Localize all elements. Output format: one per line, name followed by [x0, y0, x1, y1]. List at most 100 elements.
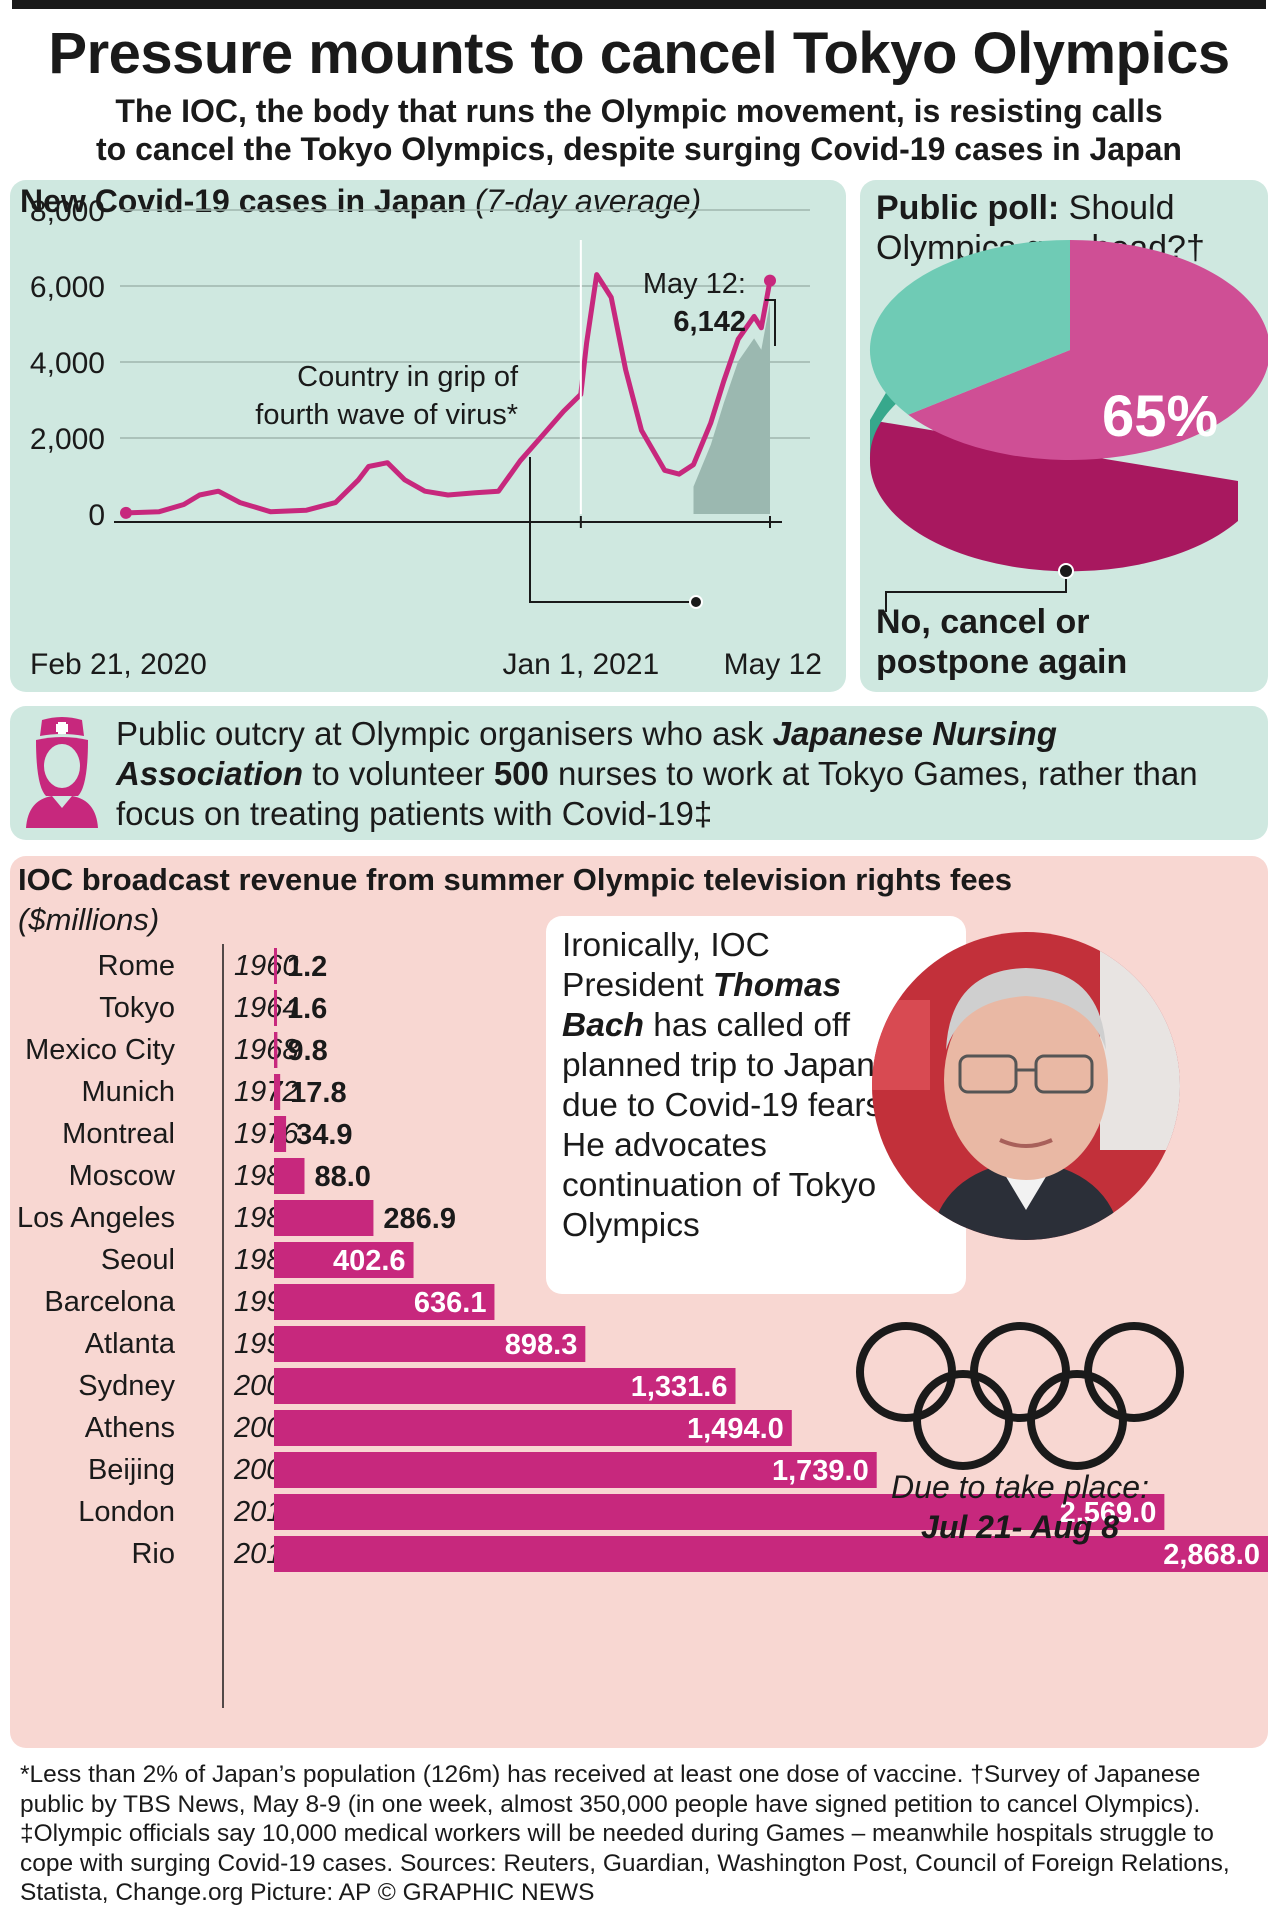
- covid-ytick-label: 0: [88, 499, 105, 532]
- covid-ytick-label: 6,000: [30, 271, 105, 304]
- bar-value-label: 2,868.0: [1163, 1539, 1260, 1571]
- olympics-dates: Due to take place: Jul 21- Aug 8: [891, 1469, 1149, 1545]
- nurse-text: Public outcry at Olympic organisers who …: [116, 715, 1198, 832]
- olympics-date-label: Due to take place:: [891, 1469, 1149, 1505]
- bar-value-label: 1,739.0: [772, 1455, 869, 1487]
- wave-bracket-dot: [689, 595, 703, 609]
- bar-year-label: 1972: [234, 1076, 299, 1108]
- revenue-bar: [274, 1242, 414, 1278]
- covid-gridlines: [120, 209, 810, 439]
- pie-depth-large: [869, 420, 1238, 572]
- bar-category-label: Rio: [131, 1538, 175, 1570]
- revenue-bar: [274, 1032, 278, 1068]
- covid-shaded-area: [693, 302, 770, 514]
- bar-category-label: Munich: [82, 1076, 176, 1108]
- bar-category-label: Los Angeles: [17, 1202, 175, 1234]
- revenue-unit: ($millions): [18, 902, 159, 937]
- subtitle-line-1: The IOC, the body that runs the Olympic …: [115, 93, 1163, 129]
- peak-annotation-label: May 12:: [643, 268, 746, 300]
- covid-chart-title: New Covid-19 cases in Japan (7-day avera…: [20, 183, 701, 219]
- page-title: Pressure mounts to cancel Tokyo Olympics: [48, 21, 1230, 86]
- bar-value-label: 286.9: [383, 1203, 456, 1235]
- peak-bracket: [765, 299, 776, 346]
- covid-ytick-label: 4,000: [30, 347, 105, 380]
- bar-value-label: 1,331.6: [631, 1371, 728, 1403]
- wave-bracket: [529, 457, 696, 603]
- pie-callout-dot: [1058, 563, 1074, 579]
- bar-category-label: Rome: [98, 950, 175, 982]
- bar-category-label: Mexico City: [25, 1034, 175, 1066]
- bar-value-label: 636.1: [414, 1287, 487, 1319]
- revenue-bar: [274, 1074, 281, 1110]
- poll-slice-label: No, cancel or postpone again: [876, 603, 1128, 681]
- poll-title: Public poll: Should Olympics go ahead?†: [876, 189, 1205, 267]
- nurse-icon: [26, 717, 98, 828]
- revenue-bar: [274, 990, 277, 1026]
- bar-value-label: 17.8: [290, 1077, 346, 1109]
- pie-callout-line: [885, 573, 1067, 612]
- revenue-bar-chart: IOC broadcast revenue from summer Olympi…: [17, 862, 1268, 1708]
- bar-value-label: 1.2: [287, 951, 327, 983]
- wave-annotation-line1: Country in grip of: [297, 361, 519, 393]
- pie-slice-go-ahead: [869, 240, 1070, 415]
- bar-category-label: Beijing: [88, 1454, 175, 1486]
- wave-annotation-line2: fourth wave of virus*: [255, 399, 518, 431]
- revenue-bar: [274, 1452, 877, 1488]
- revenue-bar: [274, 1326, 586, 1362]
- revenue-bar: [274, 1536, 1268, 1572]
- covid-x-tick-label: Feb 21, 2020: [30, 648, 207, 681]
- nurse-panel: [10, 706, 1268, 840]
- pie-slice-cancel: [908, 240, 1268, 460]
- revenue-bar: [274, 1410, 792, 1446]
- olympics-date-range: Jul 21- Aug 8: [921, 1509, 1119, 1545]
- covid-x-axis: Feb 21, 2020 Jan 1, 2021 May 12: [30, 240, 822, 681]
- revenue-bar: [274, 1284, 495, 1320]
- bar-category-label: Atlanta: [85, 1328, 176, 1360]
- bar-category-label: Seoul: [101, 1244, 175, 1276]
- bar-value-label: 402.6: [333, 1245, 406, 1277]
- bar-category-label: Moscow: [69, 1160, 176, 1192]
- footnote: *Less than 2% of Japan’s population (126…: [20, 1761, 1230, 1906]
- bar-value-label: 898.3: [505, 1329, 578, 1361]
- revenue-bar: [274, 1158, 305, 1194]
- covid-start-dot: [120, 506, 132, 519]
- revenue-bar: [274, 1368, 736, 1404]
- bar-value-label: 2,569.0: [1060, 1497, 1157, 1529]
- bar-year-label: 1964: [234, 992, 299, 1024]
- bar-category-label: Tokyo: [99, 992, 175, 1024]
- bar-category-label: Montreal: [62, 1118, 175, 1150]
- covid-x-tick-label: Jan 1, 2021: [502, 648, 659, 681]
- bar-value-label: 9.8: [287, 1035, 327, 1067]
- bar-category-label: Sydney: [78, 1370, 175, 1402]
- revenue-bar: [274, 1116, 287, 1152]
- covid-ytick-label: 8,000: [30, 195, 105, 228]
- revenue-title: IOC broadcast revenue from summer Olympi…: [18, 862, 1012, 897]
- covid-x-tick-label: May 12: [724, 648, 822, 681]
- bar-year-label: 1976: [234, 1118, 299, 1150]
- bar-year-label: 1960: [234, 950, 299, 982]
- revenue-bar: [274, 948, 277, 984]
- olympic-rings-icon: [856, 1322, 1184, 1470]
- bar-value-label: 88.0: [314, 1161, 370, 1193]
- covid-ytick-label: 2,000: [30, 423, 105, 456]
- bar-category-label: Athens: [85, 1412, 175, 1444]
- peak-annotation-value: 6,142: [673, 306, 746, 338]
- pie-percent-label: 65%: [1102, 384, 1218, 449]
- bach-callout-text: Ironically, IOC President Thomas Bach ha…: [562, 927, 892, 1244]
- covid-end-dot: [764, 274, 776, 287]
- revenue-bar: [274, 1494, 1165, 1530]
- bach-portrait-photo: [872, 932, 1180, 1240]
- covid-y-axis: 8,000 6,000 4,000 2,000 0: [30, 195, 105, 532]
- bar-value-label: 1.6: [287, 993, 327, 1025]
- bar-value-label: 1,494.0: [687, 1413, 784, 1445]
- bar-value-label: 34.9: [296, 1119, 352, 1151]
- covid-line-chart: New Covid-19 cases in Japan (7-day avera…: [20, 183, 822, 681]
- bar-year-label: 1968: [234, 1034, 299, 1066]
- bar-category-label: London: [78, 1496, 175, 1528]
- bar-category-label: Barcelona: [44, 1286, 175, 1318]
- revenue-bar: [274, 1200, 374, 1236]
- poll-pie-chart: 65%: [869, 240, 1268, 612]
- covid-series-line: [123, 272, 773, 516]
- top-rule: [12, 0, 1266, 9]
